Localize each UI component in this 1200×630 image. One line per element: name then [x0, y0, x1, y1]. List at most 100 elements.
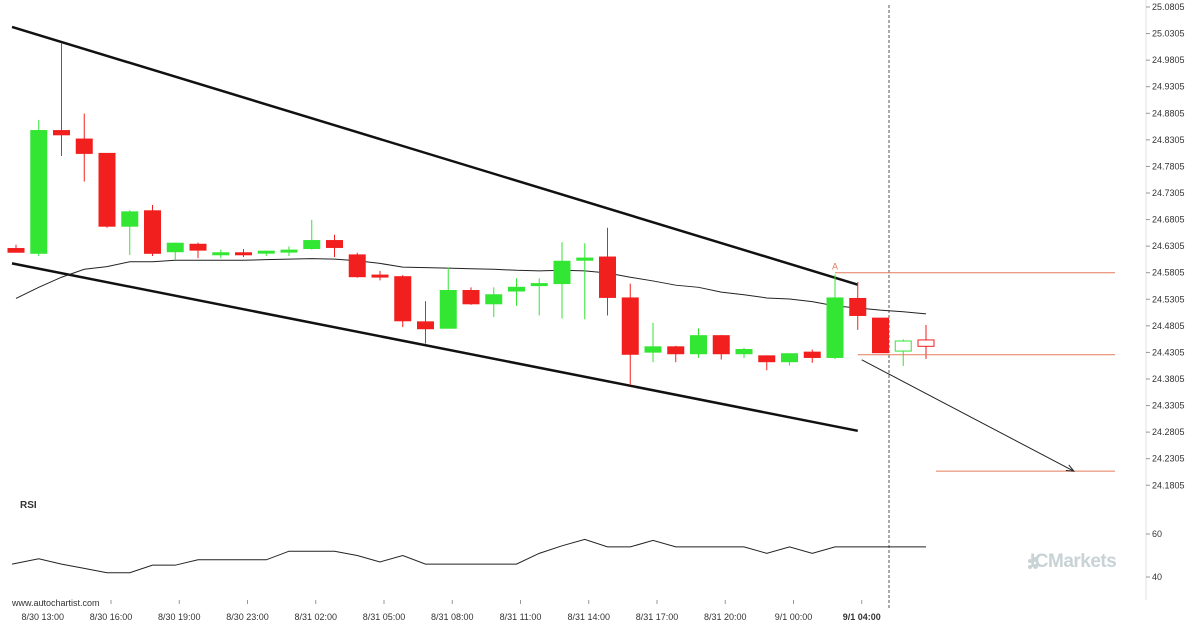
- candle: [872, 317, 889, 354]
- candle: [690, 328, 707, 358]
- x-tick-label: 8/31 08:00: [431, 612, 474, 622]
- grid: [888, 0, 1147, 610]
- projection-arrow-line: [861, 359, 1075, 472]
- broker-logo: ICMarkets: [1030, 551, 1117, 572]
- moving-average: [15, 258, 927, 315]
- candle-body: [235, 252, 252, 256]
- x-tick-label: 8/30 19:00: [158, 612, 201, 622]
- candle: [189, 242, 207, 259]
- candle: [417, 301, 434, 344]
- x-tick-label: 8/31 11:00: [500, 612, 542, 622]
- y-tick-label: 24.2805: [1152, 427, 1185, 437]
- candle-body: [803, 351, 821, 358]
- candle-body: [735, 348, 753, 355]
- candle: [644, 322, 662, 363]
- broker-logo-icon: [1028, 556, 1048, 570]
- candle-body: [712, 335, 730, 355]
- y-tick-label: 24.7805: [1152, 161, 1185, 171]
- candle: [121, 210, 139, 255]
- candle-body: [30, 130, 48, 254]
- candle-body: [166, 242, 184, 253]
- candle: [826, 274, 844, 360]
- candle: [394, 275, 412, 328]
- y-tick-label: 25.0805: [1152, 2, 1185, 12]
- rsi-tick-label: 40: [1152, 572, 1162, 582]
- channel-upper-line: [11, 25, 859, 286]
- x-tick-label: 9/1 04:00: [843, 612, 881, 622]
- rsi-title: RSI: [20, 500, 37, 511]
- candle-body: [917, 339, 935, 347]
- candle-body: [826, 297, 844, 358]
- x-tick-label: 8/30 16:00: [90, 612, 133, 622]
- candle: [257, 250, 275, 256]
- candle-body: [894, 340, 912, 352]
- candle-body: [576, 257, 594, 261]
- projection-arrow-head-icon: [1065, 464, 1076, 472]
- candle: [235, 249, 252, 258]
- y-tick-label: 24.7305: [1152, 188, 1185, 198]
- candle-body: [326, 240, 343, 248]
- candle: [576, 243, 594, 320]
- x-tick-label: 9/1 00:00: [775, 612, 813, 622]
- candle: [75, 113, 93, 182]
- x-tick-label: 8/31 14:00: [567, 612, 610, 622]
- candle-body: [417, 321, 434, 330]
- candle-body: [758, 355, 776, 363]
- candle-body: [872, 317, 889, 354]
- candle-body: [98, 152, 116, 227]
- candle: [439, 267, 457, 329]
- moving-average-line: [15, 258, 927, 315]
- candle-body: [462, 290, 480, 305]
- y-tick-label: 24.2305: [1152, 454, 1185, 464]
- y-tick-label: 24.3805: [1152, 374, 1185, 384]
- candle: [7, 244, 25, 253]
- x-tick-label: 8/31 17:00: [636, 612, 679, 622]
- y-tick-label: 24.6305: [1152, 241, 1185, 251]
- y-tick-label: 24.8305: [1152, 135, 1185, 145]
- candle-body: [371, 274, 389, 278]
- candle: [371, 270, 389, 281]
- y-tick-label: 24.4305: [1152, 347, 1185, 357]
- candle: [894, 339, 912, 366]
- candle: [781, 353, 798, 366]
- y-tick-label: 24.1805: [1152, 480, 1185, 490]
- candle: [803, 349, 821, 363]
- y-tick-label: 24.9805: [1152, 55, 1185, 65]
- candle-body: [7, 248, 25, 253]
- candle-body: [553, 260, 571, 285]
- x-tick-label: 8/30 13:00: [21, 612, 64, 622]
- candle: [280, 246, 298, 256]
- candle-body: [53, 130, 70, 136]
- candle-body: [189, 243, 207, 251]
- candle-body: [121, 211, 139, 227]
- x-tick-label: 8/31 02:00: [294, 612, 337, 622]
- candle-body: [280, 249, 298, 253]
- candle-body: [485, 294, 503, 305]
- candle: [348, 252, 366, 278]
- candle-body: [667, 346, 685, 355]
- x-tick-label: 8/30 23:00: [226, 612, 269, 622]
- candle-body: [303, 240, 321, 250]
- y-tick-label: 24.5305: [1152, 294, 1185, 304]
- candle-body: [75, 138, 93, 154]
- candle: [553, 242, 571, 319]
- x-tick-label: 8/31 20:00: [704, 612, 747, 622]
- candle-body: [508, 286, 525, 292]
- y-tick-label: 25.0305: [1152, 29, 1185, 39]
- candle-body: [348, 254, 366, 278]
- candle-body: [144, 210, 161, 254]
- candle-body: [781, 353, 798, 363]
- candle: [621, 283, 639, 386]
- y-tick-label: 24.9305: [1152, 82, 1185, 92]
- candle-body: [849, 297, 867, 316]
- y-axis: 25.0805 25.0305 24.9805 24.9305 24.8805 24.83…: [1146, 2, 1185, 490]
- candle-body: [599, 256, 616, 298]
- candle-body: [394, 276, 412, 322]
- x-axis: 8/30 13:00 8/30 16:00 8/30 19:00 8/30 23:00…: [21, 600, 881, 622]
- candle: [599, 227, 616, 316]
- y-tick-label: 24.8805: [1152, 108, 1185, 118]
- candle: [303, 219, 321, 250]
- candles: [7, 42, 935, 386]
- pattern-label: A: [832, 262, 838, 272]
